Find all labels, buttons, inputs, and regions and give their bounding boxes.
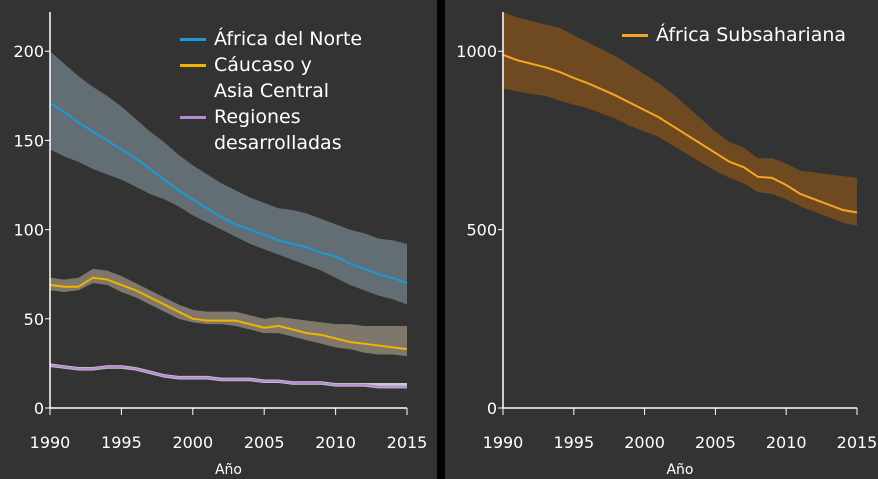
x-tick-label: 2005 xyxy=(244,433,285,452)
legend-swatch xyxy=(180,38,206,41)
y-tick-label: 500 xyxy=(466,221,497,240)
legend-label: África Subsahariana xyxy=(656,24,847,46)
y-tick-label: 200 xyxy=(13,42,44,61)
legend-swatch xyxy=(622,34,648,37)
legend-item: África del Norte xyxy=(180,26,362,52)
confidence-band xyxy=(503,12,857,227)
y-tick-label: 100 xyxy=(13,221,44,240)
y-tick-label: 150 xyxy=(13,131,44,150)
legend-item: Regiones desarrolladas xyxy=(180,104,362,156)
legend-item: Cáucaso y Asia Central xyxy=(180,52,362,104)
x-tick-label: 2000 xyxy=(172,433,213,452)
x-tick-label: 2015 xyxy=(837,433,878,452)
x-tick-label: 2005 xyxy=(695,433,736,452)
x-tick-label: 1995 xyxy=(553,433,594,452)
confidence-band xyxy=(50,51,407,305)
x-tick-label: 1990 xyxy=(30,433,71,452)
series-line xyxy=(502,53,858,214)
x-tick-label: 2015 xyxy=(387,433,428,452)
series-line xyxy=(49,364,407,388)
x-tick-label: 1995 xyxy=(101,433,142,452)
legend-item: África Subsahariana xyxy=(622,22,846,48)
legend-label: Regiones desarrolladas xyxy=(214,106,342,154)
legend-label: África del Norte xyxy=(214,28,363,50)
x-axis-label: Año xyxy=(215,462,242,478)
y-tick-label: 0 xyxy=(487,399,497,418)
legend-label: Cáucaso y Asia Central xyxy=(214,54,330,102)
x-tick-label: 1990 xyxy=(483,433,524,452)
y-tick-label: 50 xyxy=(24,310,44,329)
x-tick-label: 2000 xyxy=(624,433,665,452)
y-tick-label: 1000 xyxy=(456,42,497,61)
series-line xyxy=(49,102,408,285)
x-axis-label: Año xyxy=(666,462,693,478)
legend-swatch xyxy=(180,116,206,119)
y-tick-label: 0 xyxy=(34,399,44,418)
series-line xyxy=(49,276,408,351)
x-tick-label: 2010 xyxy=(315,433,356,452)
legend: África del Norte Cáucaso y Asia Central Re… xyxy=(180,26,362,156)
legend: África Subsahariana xyxy=(622,22,846,48)
legend-swatch xyxy=(180,64,206,67)
x-tick-label: 2010 xyxy=(766,433,807,452)
